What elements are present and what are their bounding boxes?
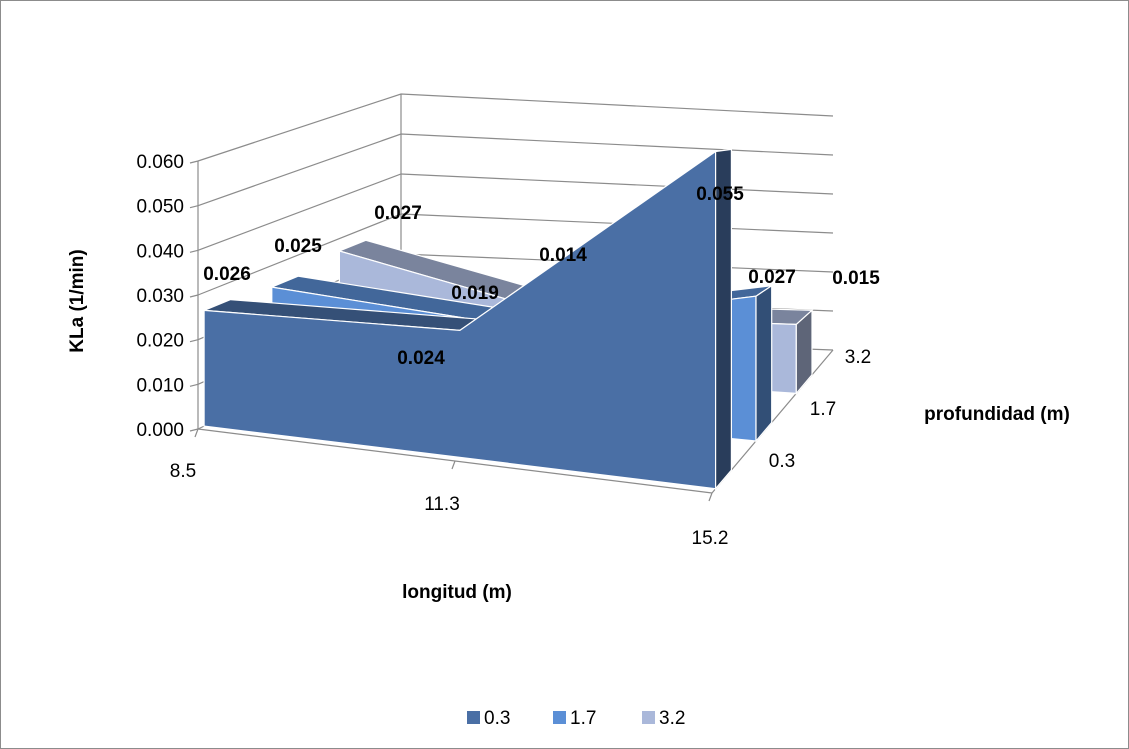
- chart-walls: 0.000 0.010 0.020 0.030 0.040 0.050 0.060 8.5 11…: [136, 93, 871, 549]
- ribbon-end-face: [755, 284, 773, 443]
- y-tick-label: 0.040: [136, 241, 184, 262]
- y-tick-label: 0.050: [136, 197, 184, 218]
- legend-item: 0.3: [467, 708, 510, 729]
- y-tick-mark: [189, 249, 199, 253]
- y-tick-label: 0.060: [136, 152, 184, 173]
- x-tick-mark: [451, 460, 456, 470]
- x-tick-label: 8.5: [170, 461, 196, 482]
- y-tick-mark: [189, 205, 199, 209]
- y-tick-mark: [189, 428, 199, 432]
- x-tick-label: 11.3: [424, 494, 460, 515]
- y-tick-label: 0.010: [136, 375, 184, 396]
- legend-label: 0.3: [484, 708, 510, 729]
- legend-item: 3.2: [642, 708, 685, 729]
- y-tick-label: 0.030: [136, 286, 184, 307]
- legend-label: 3.2: [659, 708, 685, 729]
- x-axis-title: longitud (m): [402, 582, 512, 603]
- x-tick-mark: [708, 492, 713, 502]
- y-axis-title: KLa (1/min): [67, 249, 88, 352]
- depth-tick-label: 0.3: [769, 451, 795, 472]
- data-label: 0.055: [696, 184, 744, 205]
- data-label: 0.024: [397, 348, 445, 369]
- depth-tick-label: 1.7: [810, 399, 836, 420]
- data-label: 0.026: [203, 264, 251, 285]
- x-tick-label: 15.2: [692, 528, 729, 549]
- data-label: 0.027: [748, 267, 796, 288]
- ribbon-end-face: [714, 148, 733, 491]
- x-tick-mark: [194, 428, 199, 438]
- legend-swatch: [467, 711, 480, 724]
- series-layer: [203, 148, 814, 491]
- y-tick-mark: [189, 160, 199, 164]
- data-label: 0.019: [451, 283, 499, 304]
- depth-axis-line: [711, 349, 834, 494]
- y-tick-mark: [189, 383, 199, 387]
- data-label: 0.014: [539, 245, 587, 266]
- labels-layer: 0.027 0.014 0.015 0.025 0.019 0.027 0.026 0.024…: [203, 184, 880, 369]
- y-tick-label: 0.020: [136, 331, 184, 352]
- depth-tick-label: 3.2: [845, 347, 871, 368]
- series-0.3: [203, 148, 733, 491]
- data-label: 0.027: [374, 203, 422, 224]
- depth-axis-title: profundidad (m): [924, 404, 1070, 425]
- y-tick-mark: [189, 339, 199, 343]
- legend: 0.3 1.7 3.2: [467, 708, 685, 729]
- data-label: 0.015: [832, 268, 880, 289]
- y-tick-label: 0.000: [136, 420, 184, 441]
- legend-item: 1.7: [553, 708, 596, 729]
- ribbon-end-face: [795, 308, 813, 396]
- data-label: 0.025: [274, 236, 322, 257]
- legend-swatch: [553, 711, 566, 724]
- legend-label: 1.7: [570, 708, 596, 729]
- legend-swatch: [642, 711, 655, 724]
- y-tick-mark: [189, 294, 199, 298]
